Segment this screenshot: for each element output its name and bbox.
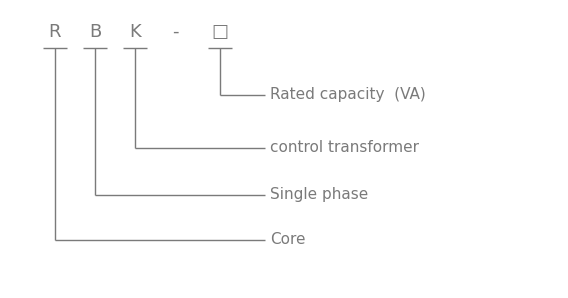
Text: -: - bbox=[172, 23, 178, 41]
Text: Single phase: Single phase bbox=[270, 187, 368, 203]
Text: R: R bbox=[49, 23, 61, 41]
Text: Rated capacity  (VA): Rated capacity (VA) bbox=[270, 88, 426, 103]
Text: control transformer: control transformer bbox=[270, 140, 419, 156]
Text: □: □ bbox=[211, 23, 228, 41]
Text: K: K bbox=[129, 23, 141, 41]
Text: B: B bbox=[89, 23, 101, 41]
Text: Core: Core bbox=[270, 232, 306, 248]
